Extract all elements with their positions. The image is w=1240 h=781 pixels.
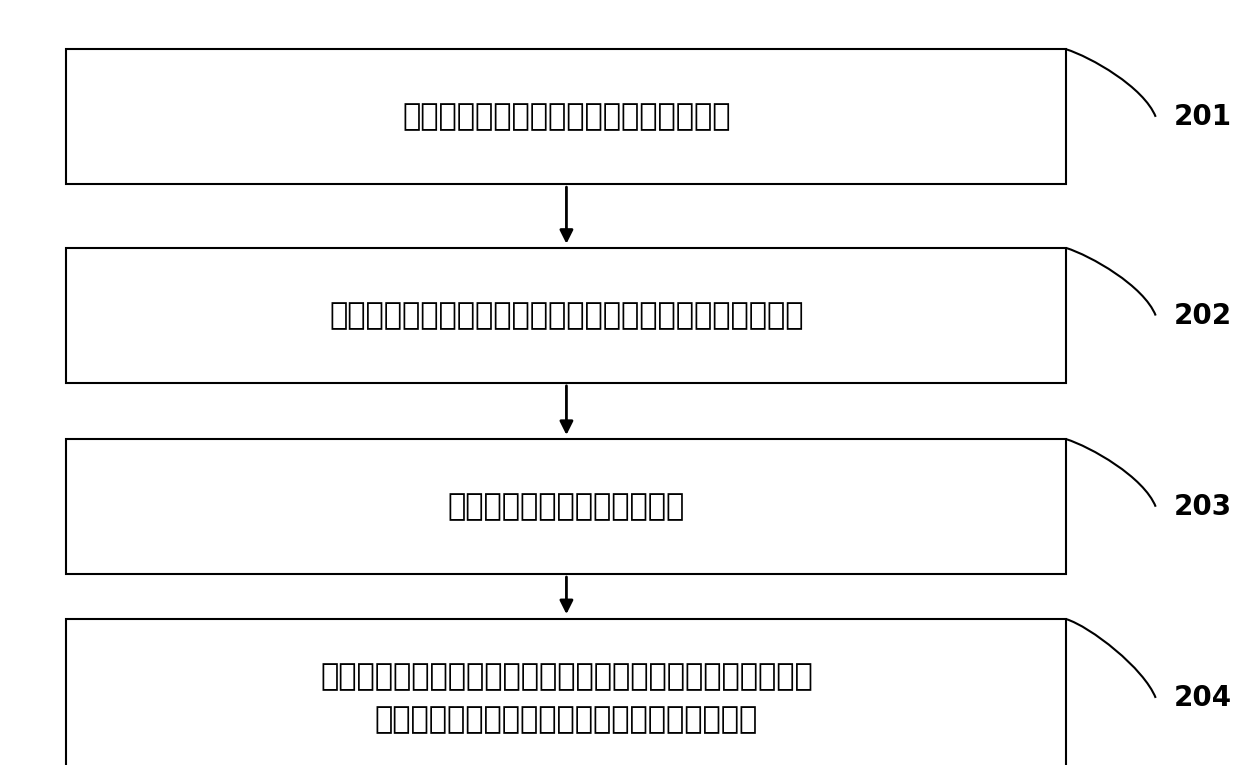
Text: 根据所述对接区域的轮廓数据生成所述对接区域的测量模型: 根据所述对接区域的轮廓数据生成所述对接区域的测量模型	[329, 301, 804, 330]
Bar	[67, 439, 1066, 574]
Text: 202: 202	[1173, 301, 1231, 330]
Text: 204: 204	[1173, 684, 1231, 712]
Text: 获取所述对接区域的理论模型: 获取所述对接区域的理论模型	[448, 492, 684, 521]
Bar	[67, 49, 1066, 184]
Bar	[67, 619, 1066, 776]
Bar	[67, 248, 1066, 383]
Text: 201: 201	[1173, 103, 1231, 131]
Text: 根据所述对接区域的测量模型和所述对接区域的理论模型获得
所述被测飞机部件的对接区域的对接间隙和阶差: 根据所述对接区域的测量模型和所述对接区域的理论模型获得 所述被测飞机部件的对接区…	[320, 662, 812, 734]
Text: 获取被测飞机部件的对接区域的轮廓数据: 获取被测飞机部件的对接区域的轮廓数据	[402, 102, 730, 131]
Text: 203: 203	[1173, 493, 1231, 521]
